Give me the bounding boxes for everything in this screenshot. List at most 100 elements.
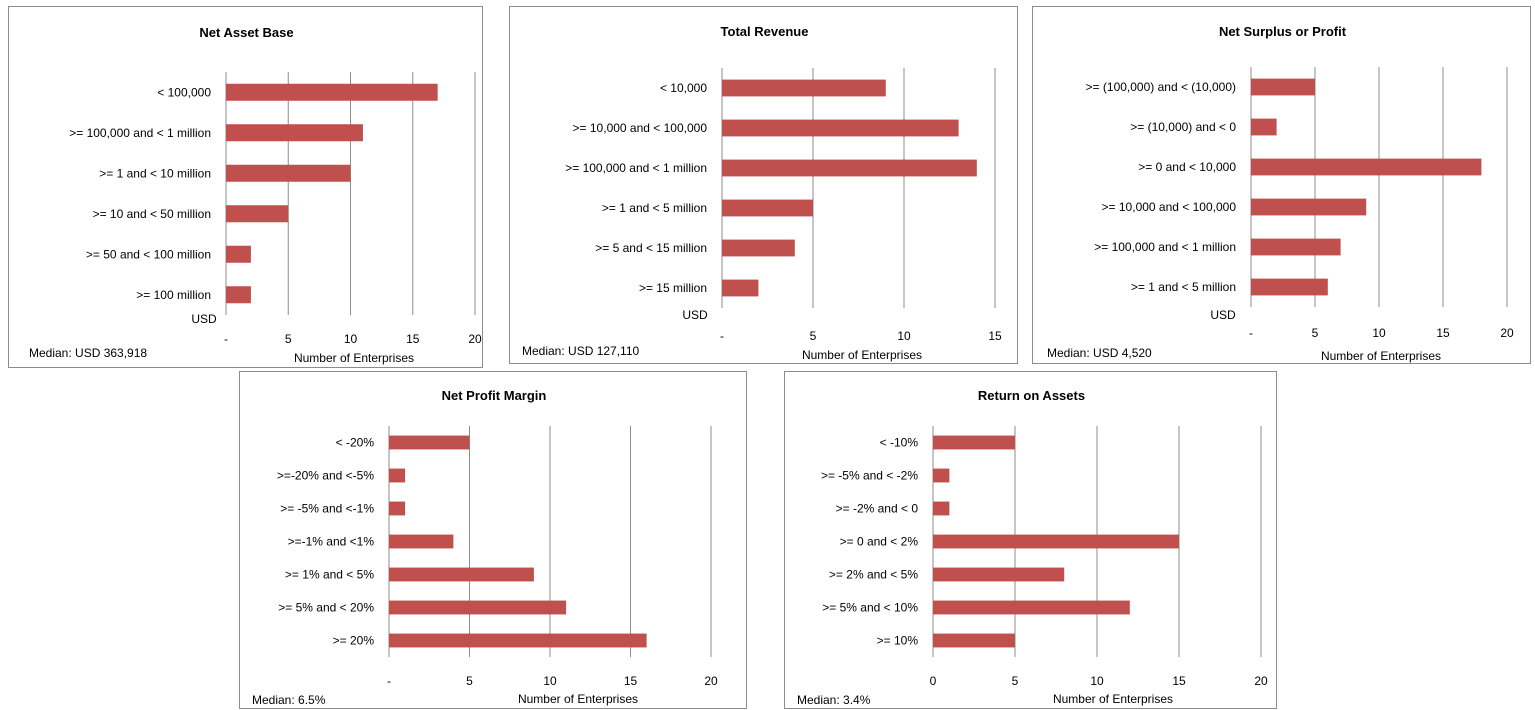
- category-label: >= 5% and < 10%: [822, 601, 918, 615]
- category-label: >= 5% and < 20%: [278, 601, 374, 615]
- x-tick-label: 15: [1172, 674, 1186, 688]
- chart-svg: Net Asset Base - 5 10 15 20 < 100,000 >= 100,00…: [29, 25, 482, 365]
- chart-title: Net Profit Margin: [442, 388, 547, 403]
- bar: [933, 468, 950, 483]
- category-label: >= (100,000) and < (10,000): [1086, 80, 1236, 94]
- x-axis-title: Number of Enterprises: [294, 351, 414, 365]
- category-label: >= 100,000 and < 1 million: [565, 161, 707, 175]
- y-unit-label: USD: [1210, 308, 1236, 322]
- median-note: Median: USD 4,520: [1047, 346, 1152, 360]
- x-tick-label: 5: [1312, 326, 1319, 340]
- x-axis-title: Number of Enterprises: [518, 692, 638, 706]
- chart-title: Net Surplus or Profit: [1219, 24, 1347, 39]
- x-tick-label: 15: [1436, 326, 1450, 340]
- x-tick-label: 15: [988, 329, 1002, 343]
- category-label: >= 2% and < 5%: [829, 568, 918, 582]
- bar: [722, 159, 977, 177]
- x-tick-label: 20: [704, 674, 718, 688]
- bar: [389, 435, 470, 450]
- chart-svg: Net Surplus or Profit - 5 10 15 20 >= (100,000…: [1047, 24, 1514, 363]
- bar: [226, 245, 251, 263]
- bar: [1251, 198, 1367, 216]
- x-tick-label: 10: [897, 329, 911, 343]
- x-tick-label: 10: [543, 674, 557, 688]
- chart-title: Total Revenue: [721, 24, 809, 39]
- category-label: < 10,000: [660, 81, 707, 95]
- chart-svg: Total Revenue - 5 10 15 < 10,000 >= 10,000 and…: [522, 24, 1002, 362]
- median-note: Median: 6.5%: [252, 693, 326, 707]
- chart-panel-return-on-assets: Return on Assets 0 5 10 15 20 < -10% >= -5% and…: [784, 371, 1277, 709]
- x-tick-label: 5: [810, 329, 817, 343]
- bar: [389, 567, 534, 582]
- x-axis-title: Number of Enterprises: [802, 348, 922, 362]
- category-label: >= 20%: [333, 634, 375, 648]
- chart-title: Return on Assets: [978, 388, 1085, 403]
- category-label: >= -5% and < -2%: [821, 469, 918, 483]
- category-label: >= 0 and < 10,000: [1138, 160, 1236, 174]
- bar: [389, 468, 406, 483]
- category-label: < -10%: [880, 436, 919, 450]
- chart-svg: Net Profit Margin - 5 10 15 20 < -20% >=-20% an…: [252, 388, 718, 707]
- category-label: >= 15 million: [639, 281, 707, 295]
- category-label: >= 1 and < 10 million: [99, 166, 211, 180]
- chart-panel-net-surplus-or-profit: Net Surplus or Profit - 5 10 15 20 >= (100,000…: [1032, 6, 1531, 364]
- y-unit-label: USD: [191, 312, 217, 326]
- x-tick-label: 20: [468, 332, 482, 346]
- bar: [389, 534, 454, 549]
- x-tick-label: 10: [1372, 326, 1386, 340]
- median-note: Median: 3.4%: [797, 693, 871, 707]
- median-note: Median: USD 127,110: [522, 344, 640, 358]
- bar: [1251, 118, 1277, 136]
- bar: [933, 435, 1015, 450]
- x-tick-label: 10: [1090, 674, 1104, 688]
- x-tick-label: 20: [1254, 674, 1268, 688]
- bar: [1251, 278, 1328, 296]
- bar: [933, 600, 1130, 615]
- category-label: >= 50 and < 100 million: [86, 247, 211, 261]
- bar: [1251, 158, 1482, 176]
- category-label: >= 0 and < 2%: [840, 535, 919, 549]
- category-label: < 100,000: [157, 85, 211, 99]
- median-note: Median: USD 363,918: [29, 346, 147, 360]
- category-label: >= 100,000 and < 1 million: [1094, 240, 1236, 254]
- bar: [389, 600, 567, 615]
- category-label: >= 100,000 and < 1 million: [69, 126, 211, 140]
- x-axis-title: Number of Enterprises: [1053, 692, 1173, 706]
- bar: [722, 279, 759, 297]
- category-label: >= (10,000) and < 0: [1130, 120, 1236, 134]
- x-tick-label: 10: [344, 332, 358, 346]
- category-label: >= 5 and < 15 million: [595, 241, 707, 255]
- x-tick-label: -: [224, 332, 228, 346]
- category-label: < -20%: [336, 436, 375, 450]
- category-label: >= 1 and < 5 million: [602, 201, 707, 215]
- chart-svg: Return on Assets 0 5 10 15 20 < -10% >= -5% and…: [797, 388, 1268, 707]
- bar: [722, 119, 959, 137]
- chart-panel-total-revenue: Total Revenue - 5 10 15 < 10,000 >= 10,000 and…: [509, 6, 1018, 364]
- bar: [933, 633, 1015, 648]
- category-label: >= 10 and < 50 million: [93, 207, 211, 221]
- chart-panel-net-asset-base: Net Asset Base - 5 10 15 20 < 100,000 >= 100,00…: [8, 6, 483, 368]
- x-axis-title: Number of Enterprises: [1321, 349, 1441, 363]
- bar: [226, 124, 363, 142]
- bar: [722, 79, 886, 97]
- x-tick-label: -: [387, 674, 391, 688]
- category-label: >= 100 million: [136, 288, 211, 302]
- category-label: >= 10%: [877, 634, 919, 648]
- category-label: >= -5% and <-1%: [280, 502, 374, 516]
- x-tick-label: 15: [624, 674, 638, 688]
- chart-panel-net-profit-margin: Net Profit Margin - 5 10 15 20 < -20% >=-20% an…: [239, 371, 747, 709]
- category-label: >= 10,000 and < 100,000: [1102, 200, 1237, 214]
- category-label: >= 10,000 and < 100,000: [573, 121, 708, 135]
- x-tick-label: 20: [1500, 326, 1514, 340]
- x-tick-label: 15: [406, 332, 420, 346]
- bar: [226, 83, 438, 101]
- bar: [1251, 238, 1341, 256]
- category-label: >=-1% and <1%: [288, 535, 375, 549]
- x-tick-label: 5: [466, 674, 473, 688]
- x-tick-label: -: [1249, 326, 1253, 340]
- bar: [933, 501, 950, 516]
- bar: [1251, 78, 1315, 96]
- category-label: >= 1% and < 5%: [285, 568, 374, 582]
- bar: [933, 567, 1065, 582]
- bar: [389, 501, 406, 516]
